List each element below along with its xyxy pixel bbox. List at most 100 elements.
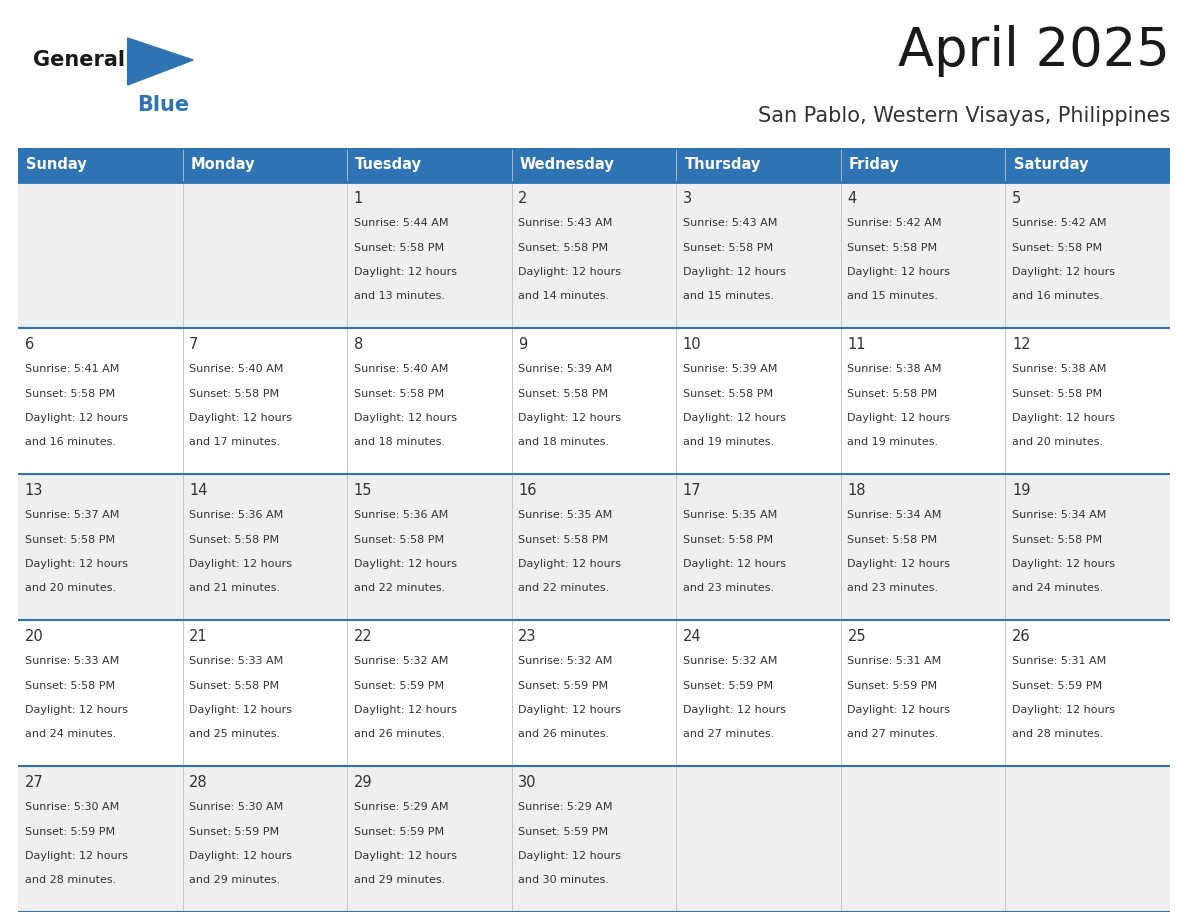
Text: 1: 1 — [354, 191, 364, 206]
Text: and 26 minutes.: and 26 minutes. — [518, 729, 609, 739]
Text: Sunset: 5:58 PM: Sunset: 5:58 PM — [1012, 534, 1102, 544]
Bar — [347, 148, 512, 182]
Bar — [18, 620, 1170, 766]
Text: 13: 13 — [25, 483, 43, 498]
Text: 15: 15 — [354, 483, 372, 498]
Text: 30: 30 — [518, 775, 537, 789]
Bar — [18, 148, 183, 182]
Text: Sunrise: 5:43 AM: Sunrise: 5:43 AM — [518, 218, 613, 229]
Text: 25: 25 — [847, 629, 866, 644]
Text: and 26 minutes.: and 26 minutes. — [354, 729, 444, 739]
Text: Sunset: 5:59 PM: Sunset: 5:59 PM — [518, 680, 608, 690]
Text: Sunrise: 5:40 AM: Sunrise: 5:40 AM — [189, 364, 284, 375]
Text: and 16 minutes.: and 16 minutes. — [25, 437, 115, 447]
Text: Daylight: 12 hours: Daylight: 12 hours — [354, 413, 456, 422]
Text: Sunset: 5:58 PM: Sunset: 5:58 PM — [1012, 242, 1102, 252]
Text: 5: 5 — [1012, 191, 1022, 206]
Text: Sunrise: 5:32 AM: Sunrise: 5:32 AM — [683, 656, 777, 666]
Text: 19: 19 — [1012, 483, 1030, 498]
Text: and 20 minutes.: and 20 minutes. — [1012, 437, 1104, 447]
Text: Daylight: 12 hours: Daylight: 12 hours — [189, 413, 292, 422]
Text: and 29 minutes.: and 29 minutes. — [189, 875, 280, 885]
Text: 12: 12 — [1012, 337, 1031, 352]
Text: 14: 14 — [189, 483, 208, 498]
Text: Sunrise: 5:36 AM: Sunrise: 5:36 AM — [354, 510, 448, 521]
Text: Sunset: 5:58 PM: Sunset: 5:58 PM — [847, 534, 937, 544]
Text: Sunset: 5:58 PM: Sunset: 5:58 PM — [25, 388, 115, 398]
Text: Daylight: 12 hours: Daylight: 12 hours — [847, 267, 950, 276]
Text: Sunset: 5:58 PM: Sunset: 5:58 PM — [25, 534, 115, 544]
Text: and 27 minutes.: and 27 minutes. — [847, 729, 939, 739]
Bar — [676, 148, 841, 182]
Text: and 21 minutes.: and 21 minutes. — [189, 583, 280, 593]
Text: Sunset: 5:59 PM: Sunset: 5:59 PM — [847, 680, 937, 690]
Text: Daylight: 12 hours: Daylight: 12 hours — [1012, 413, 1116, 422]
Text: Sunrise: 5:39 AM: Sunrise: 5:39 AM — [518, 364, 613, 375]
Text: Daylight: 12 hours: Daylight: 12 hours — [25, 413, 127, 422]
Text: Sunrise: 5:35 AM: Sunrise: 5:35 AM — [518, 510, 613, 521]
Text: Daylight: 12 hours: Daylight: 12 hours — [683, 559, 786, 568]
Text: Daylight: 12 hours: Daylight: 12 hours — [847, 705, 950, 715]
Text: Sunrise: 5:33 AM: Sunrise: 5:33 AM — [25, 656, 119, 666]
Text: 2: 2 — [518, 191, 527, 206]
Text: 16: 16 — [518, 483, 537, 498]
Bar — [512, 148, 676, 182]
Text: Sunrise: 5:42 AM: Sunrise: 5:42 AM — [847, 218, 942, 229]
Bar — [18, 474, 1170, 620]
Text: Sunset: 5:59 PM: Sunset: 5:59 PM — [354, 826, 444, 836]
Text: Sunrise: 5:38 AM: Sunrise: 5:38 AM — [847, 364, 942, 375]
Bar — [841, 148, 1005, 182]
Text: Tuesday: Tuesday — [355, 158, 423, 173]
Text: 22: 22 — [354, 629, 373, 644]
Text: Daylight: 12 hours: Daylight: 12 hours — [189, 559, 292, 568]
Text: and 22 minutes.: and 22 minutes. — [354, 583, 446, 593]
Text: 10: 10 — [683, 337, 701, 352]
Text: and 17 minutes.: and 17 minutes. — [189, 437, 280, 447]
Text: Sunrise: 5:40 AM: Sunrise: 5:40 AM — [354, 364, 448, 375]
Text: and 28 minutes.: and 28 minutes. — [25, 875, 116, 885]
Text: Sunset: 5:58 PM: Sunset: 5:58 PM — [354, 242, 444, 252]
Text: San Pablo, Western Visayas, Philippines: San Pablo, Western Visayas, Philippines — [758, 106, 1170, 126]
Text: Sunset: 5:59 PM: Sunset: 5:59 PM — [354, 680, 444, 690]
Text: General: General — [33, 50, 125, 70]
Text: Daylight: 12 hours: Daylight: 12 hours — [1012, 559, 1116, 568]
Text: and 25 minutes.: and 25 minutes. — [189, 729, 280, 739]
Text: Friday: Friday — [849, 158, 899, 173]
Text: Sunset: 5:58 PM: Sunset: 5:58 PM — [683, 388, 773, 398]
Text: and 23 minutes.: and 23 minutes. — [683, 583, 775, 593]
Text: and 19 minutes.: and 19 minutes. — [847, 437, 939, 447]
Text: Sunrise: 5:35 AM: Sunrise: 5:35 AM — [683, 510, 777, 521]
Text: Sunset: 5:58 PM: Sunset: 5:58 PM — [189, 680, 279, 690]
Text: Sunrise: 5:42 AM: Sunrise: 5:42 AM — [1012, 218, 1106, 229]
Text: Sunset: 5:58 PM: Sunset: 5:58 PM — [189, 534, 279, 544]
Text: 8: 8 — [354, 337, 364, 352]
Text: Sunset: 5:58 PM: Sunset: 5:58 PM — [354, 534, 444, 544]
Text: Daylight: 12 hours: Daylight: 12 hours — [683, 413, 786, 422]
Text: Daylight: 12 hours: Daylight: 12 hours — [25, 559, 127, 568]
Text: 3: 3 — [683, 191, 691, 206]
Text: and 27 minutes.: and 27 minutes. — [683, 729, 775, 739]
Text: and 23 minutes.: and 23 minutes. — [847, 583, 939, 593]
Text: Daylight: 12 hours: Daylight: 12 hours — [847, 413, 950, 422]
Text: Blue: Blue — [137, 95, 189, 115]
Polygon shape — [127, 38, 194, 85]
Bar — [1005, 148, 1170, 182]
Text: Daylight: 12 hours: Daylight: 12 hours — [1012, 267, 1116, 276]
Text: Sunrise: 5:34 AM: Sunrise: 5:34 AM — [1012, 510, 1106, 521]
Text: Daylight: 12 hours: Daylight: 12 hours — [354, 267, 456, 276]
Text: Daylight: 12 hours: Daylight: 12 hours — [189, 851, 292, 861]
Text: and 16 minutes.: and 16 minutes. — [1012, 291, 1102, 301]
Text: 9: 9 — [518, 337, 527, 352]
Text: Sunset: 5:59 PM: Sunset: 5:59 PM — [189, 826, 279, 836]
Text: and 14 minutes.: and 14 minutes. — [518, 291, 609, 301]
Text: Thursday: Thursday — [684, 158, 760, 173]
Text: Sunset: 5:58 PM: Sunset: 5:58 PM — [683, 534, 773, 544]
Text: 29: 29 — [354, 775, 372, 789]
Text: Sunrise: 5:44 AM: Sunrise: 5:44 AM — [354, 218, 448, 229]
Text: Wednesday: Wednesday — [520, 158, 614, 173]
Text: Sunrise: 5:34 AM: Sunrise: 5:34 AM — [847, 510, 942, 521]
Text: Sunrise: 5:41 AM: Sunrise: 5:41 AM — [25, 364, 119, 375]
Text: Daylight: 12 hours: Daylight: 12 hours — [518, 705, 621, 715]
Text: Daylight: 12 hours: Daylight: 12 hours — [189, 705, 292, 715]
Text: Sunrise: 5:30 AM: Sunrise: 5:30 AM — [25, 802, 119, 812]
